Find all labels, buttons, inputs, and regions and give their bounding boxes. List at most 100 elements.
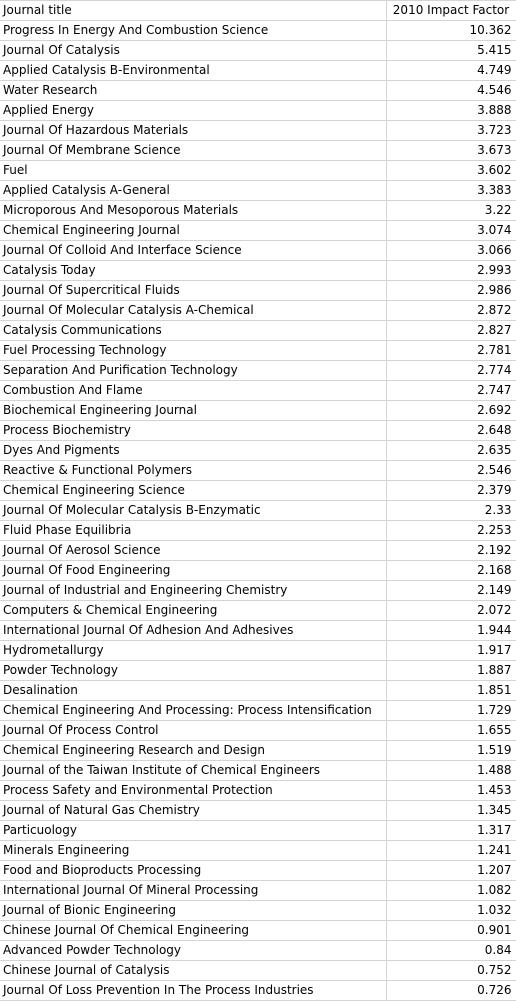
journal-title-cell[interactable]: Separation And Purification Technology — [0, 360, 387, 381]
impact-factor-cell[interactable]: 2.149 — [386, 580, 516, 601]
impact-factor-cell[interactable]: 2.192 — [386, 540, 516, 561]
impact-factor-cell[interactable]: 3.888 — [386, 100, 516, 121]
impact-factor-cell[interactable]: 1.032 — [386, 900, 516, 921]
journal-title-cell[interactable]: Food and Bioproducts Processing — [0, 860, 387, 881]
impact-factor-cell[interactable]: 3.22 — [386, 200, 516, 221]
impact-factor-cell[interactable]: 1.345 — [386, 800, 516, 821]
impact-factor-cell[interactable]: 2.692 — [386, 400, 516, 421]
journal-title-cell[interactable]: Fluid Phase Equilibria — [0, 520, 387, 541]
journal-title-cell[interactable]: Process Safety and Environmental Protect… — [0, 780, 387, 801]
impact-factor-cell[interactable]: 0.726 — [386, 980, 516, 1001]
journal-title-cell[interactable]: Biochemical Engineering Journal — [0, 400, 387, 421]
impact-factor-cell[interactable]: 2.546 — [386, 460, 516, 481]
journal-title-cell[interactable]: Reactive & Functional Polymers — [0, 460, 387, 481]
journal-title-cell[interactable]: Catalysis Communications — [0, 320, 387, 341]
journal-title-cell[interactable]: Applied Catalysis A-General — [0, 180, 387, 201]
journal-title-cell[interactable]: Desalination — [0, 680, 387, 701]
impact-factor-cell[interactable]: 4.749 — [386, 60, 516, 81]
impact-factor-cell[interactable]: 3.074 — [386, 220, 516, 241]
journal-title-cell[interactable]: Journal Of Molecular Catalysis B-Enzymat… — [0, 500, 387, 521]
impact-factor-cell[interactable]: 1.655 — [386, 720, 516, 741]
journal-title-cell[interactable]: Journal of Natural Gas Chemistry — [0, 800, 387, 821]
journal-title-cell[interactable]: Applied Energy — [0, 100, 387, 121]
impact-factor-cell[interactable]: 3.602 — [386, 160, 516, 181]
impact-factor-cell[interactable]: 2.33 — [386, 500, 516, 521]
journal-title-cell[interactable]: Particuology — [0, 820, 387, 841]
journal-title-cell[interactable]: International Journal Of Adhesion And Ad… — [0, 620, 387, 641]
journal-title-cell[interactable]: Journal Of Molecular Catalysis A-Chemica… — [0, 300, 387, 321]
journal-title-cell[interactable]: Journal Of Supercritical Fluids — [0, 280, 387, 301]
impact-factor-cell[interactable]: 3.723 — [386, 120, 516, 141]
journal-title-cell[interactable]: Process Biochemistry — [0, 420, 387, 441]
impact-factor-cell[interactable]: 10.362 — [386, 20, 516, 41]
journal-title-cell[interactable]: Chemical Engineering Science — [0, 480, 387, 501]
impact-factor-cell[interactable]: 0.752 — [386, 960, 516, 981]
journal-title-cell[interactable]: Fuel — [0, 160, 387, 181]
journal-title-cell[interactable]: Fuel Processing Technology — [0, 340, 387, 361]
impact-factor-cell[interactable]: 2.253 — [386, 520, 516, 541]
impact-factor-cell[interactable]: 0.901 — [386, 920, 516, 941]
journal-title-cell[interactable]: Journal Of Colloid And Interface Science — [0, 240, 387, 261]
impact-factor-cell[interactable]: 2.635 — [386, 440, 516, 461]
journal-title-cell[interactable]: Catalysis Today — [0, 260, 387, 281]
journal-title-cell[interactable]: Journal Of Catalysis — [0, 40, 387, 61]
journal-title-cell[interactable]: Progress In Energy And Combustion Scienc… — [0, 20, 387, 41]
impact-factor-cell[interactable]: 0.84 — [386, 940, 516, 961]
journal-title-cell[interactable]: Journal Of Loss Prevention In The Proces… — [0, 980, 387, 1001]
impact-factor-cell[interactable]: 4.546 — [386, 80, 516, 101]
header-journal-title[interactable]: Journal title — [0, 0, 387, 21]
journal-title-cell[interactable]: Journal of Bionic Engineering — [0, 900, 387, 921]
impact-factor-cell[interactable]: 1.917 — [386, 640, 516, 661]
journal-title-cell[interactable]: Journal Of Hazardous Materials — [0, 120, 387, 141]
impact-factor-cell[interactable]: 2.986 — [386, 280, 516, 301]
impact-factor-cell[interactable]: 2.827 — [386, 320, 516, 341]
impact-factor-cell[interactable]: 3.673 — [386, 140, 516, 161]
journal-title-cell[interactable]: Journal Of Aerosol Science — [0, 540, 387, 561]
journal-title-cell[interactable]: Dyes And Pigments — [0, 440, 387, 461]
impact-factor-cell[interactable]: 2.747 — [386, 380, 516, 401]
header-impact-factor[interactable]: 2010 Impact Factor — [386, 0, 516, 21]
impact-factor-cell[interactable]: 2.872 — [386, 300, 516, 321]
impact-factor-cell[interactable]: 2.781 — [386, 340, 516, 361]
impact-factor-cell[interactable]: 1.488 — [386, 760, 516, 781]
impact-factor-cell[interactable]: 3.383 — [386, 180, 516, 201]
journal-title-cell[interactable]: Computers & Chemical Engineering — [0, 600, 387, 621]
journal-title-cell[interactable]: Microporous And Mesoporous Materials — [0, 200, 387, 221]
impact-factor-cell[interactable]: 2.993 — [386, 260, 516, 281]
journal-title-cell[interactable]: Applied Catalysis B-Environmental — [0, 60, 387, 81]
journal-title-cell[interactable]: Journal Of Process Control — [0, 720, 387, 741]
journal-title-cell[interactable]: Chemical Engineering Research and Design — [0, 740, 387, 761]
journal-title-cell[interactable]: Journal of the Taiwan Institute of Chemi… — [0, 760, 387, 781]
journal-title-cell[interactable]: Advanced Powder Technology — [0, 940, 387, 961]
journal-title-cell[interactable]: Combustion And Flame — [0, 380, 387, 401]
impact-factor-cell[interactable]: 1.729 — [386, 700, 516, 721]
journal-title-cell[interactable]: Journal Of Membrane Science — [0, 140, 387, 161]
journal-title-cell[interactable]: Hydrometallurgy — [0, 640, 387, 661]
impact-factor-cell[interactable]: 1.207 — [386, 860, 516, 881]
journal-title-cell[interactable]: Water Research — [0, 80, 387, 101]
journal-title-cell[interactable]: Minerals Engineering — [0, 840, 387, 861]
journal-title-cell[interactable]: Powder Technology — [0, 660, 387, 681]
impact-factor-cell[interactable]: 2.168 — [386, 560, 516, 581]
impact-factor-cell[interactable]: 1.082 — [386, 880, 516, 901]
impact-factor-cell[interactable]: 1.519 — [386, 740, 516, 761]
impact-factor-cell[interactable]: 1.317 — [386, 820, 516, 841]
journal-title-cell[interactable]: Chinese Journal Of Chemical Engineering — [0, 920, 387, 941]
impact-factor-cell[interactable]: 1.851 — [386, 680, 516, 701]
journal-title-cell[interactable]: Chinese Journal of Catalysis — [0, 960, 387, 981]
journal-title-cell[interactable]: Journal Of Food Engineering — [0, 560, 387, 581]
impact-factor-cell[interactable]: 1.887 — [386, 660, 516, 681]
impact-factor-cell[interactable]: 1.453 — [386, 780, 516, 801]
impact-factor-cell[interactable]: 1.241 — [386, 840, 516, 861]
impact-factor-cell[interactable]: 5.415 — [386, 40, 516, 61]
journal-title-cell[interactable]: Chemical Engineering Journal — [0, 220, 387, 241]
journal-title-cell[interactable]: Chemical Engineering And Processing: Pro… — [0, 700, 387, 721]
impact-factor-cell[interactable]: 1.944 — [386, 620, 516, 641]
impact-factor-cell[interactable]: 2.648 — [386, 420, 516, 441]
journal-title-cell[interactable]: Journal of Industrial and Engineering Ch… — [0, 580, 387, 601]
impact-factor-cell[interactable]: 2.379 — [386, 480, 516, 501]
impact-factor-cell[interactable]: 2.774 — [386, 360, 516, 381]
impact-factor-cell[interactable]: 3.066 — [386, 240, 516, 261]
journal-title-cell[interactable]: International Journal Of Mineral Process… — [0, 880, 387, 901]
impact-factor-cell[interactable]: 2.072 — [386, 600, 516, 621]
